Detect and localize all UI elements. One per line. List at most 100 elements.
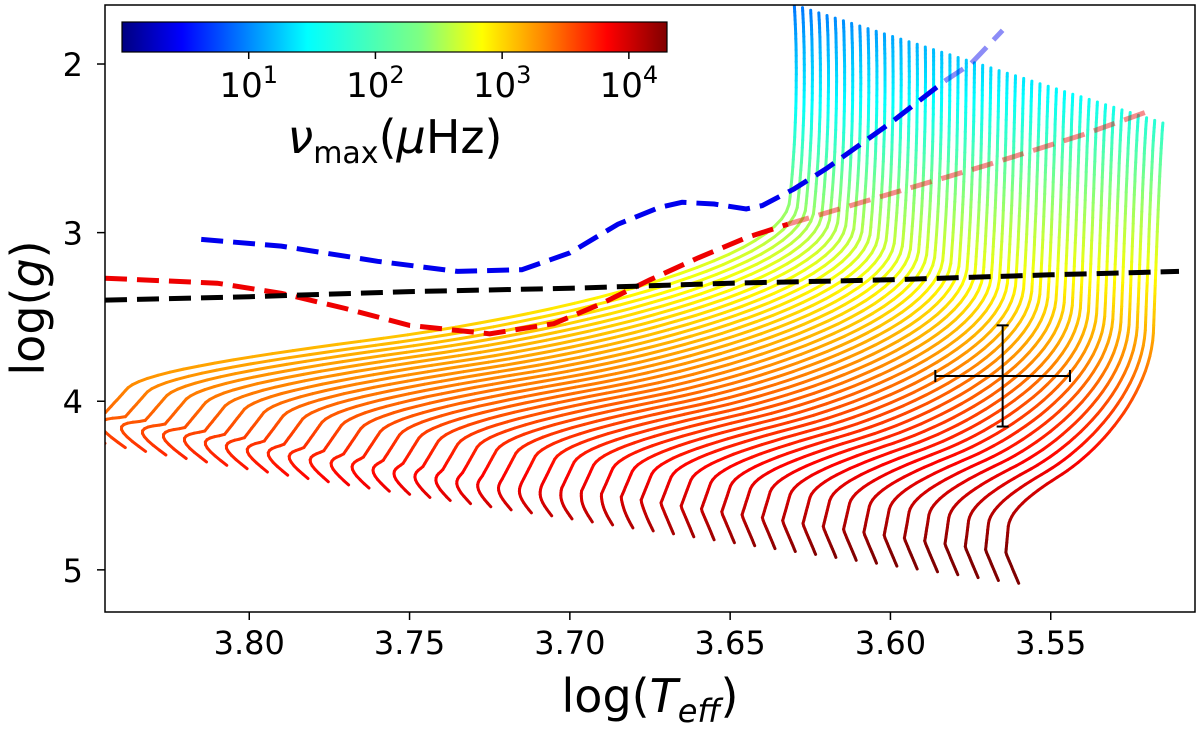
track-segment bbox=[711, 396, 731, 403]
track-segment bbox=[504, 426, 517, 433]
track-segment bbox=[407, 389, 426, 396]
track-segment bbox=[945, 347, 959, 358]
track-segment bbox=[576, 375, 599, 383]
track-segment bbox=[856, 361, 873, 371]
track-segment bbox=[458, 333, 485, 341]
track-segment bbox=[781, 310, 800, 320]
colorbar-title: νmax(μHz) bbox=[288, 110, 503, 171]
track-segment bbox=[955, 330, 967, 341]
track-segment bbox=[717, 421, 733, 428]
track-segment bbox=[705, 311, 727, 320]
track-segment bbox=[958, 387, 972, 397]
track-segment bbox=[652, 409, 670, 417]
track-segment bbox=[850, 340, 867, 350]
track-segment bbox=[401, 414, 414, 421]
track-segment bbox=[743, 415, 760, 422]
track-segment bbox=[1046, 375, 1056, 386]
track-segment bbox=[1024, 395, 1035, 405]
track-segment bbox=[595, 290, 621, 300]
track-segment bbox=[742, 387, 762, 395]
track-segment bbox=[1004, 354, 1015, 365]
track-segment bbox=[612, 419, 629, 426]
track-segment bbox=[664, 342, 687, 352]
track-segment bbox=[423, 373, 446, 380]
track-segment bbox=[799, 383, 818, 392]
track-segment bbox=[816, 370, 834, 379]
track-segment bbox=[574, 407, 592, 414]
track-segment bbox=[889, 396, 905, 405]
track-segment bbox=[638, 356, 661, 364]
track-segment bbox=[522, 356, 547, 364]
track-segment bbox=[825, 436, 840, 443]
track-segment bbox=[629, 301, 654, 310]
track-segment bbox=[926, 332, 940, 342]
track-segment bbox=[818, 331, 836, 341]
track-segment bbox=[731, 349, 752, 358]
track-segment bbox=[828, 419, 844, 427]
track-segment bbox=[952, 300, 963, 311]
track-segment bbox=[596, 303, 622, 312]
track-segment bbox=[527, 373, 550, 380]
y-tick-label: 4 bbox=[63, 383, 83, 421]
track-segment bbox=[809, 433, 824, 440]
track-segment bbox=[876, 384, 893, 394]
track-segment bbox=[811, 394, 829, 403]
track-segment bbox=[458, 414, 473, 421]
track-segment bbox=[892, 412, 907, 420]
track-segment bbox=[750, 443, 764, 450]
track-segment bbox=[844, 358, 862, 368]
track-segment bbox=[427, 344, 453, 351]
track-segment bbox=[270, 349, 295, 356]
track-segment bbox=[883, 287, 896, 298]
track-segment bbox=[773, 421, 790, 428]
track-segment bbox=[655, 416, 672, 423]
track-segment bbox=[960, 396, 974, 405]
track-segment bbox=[991, 332, 1002, 343]
track-segment bbox=[913, 367, 928, 377]
track-segment bbox=[678, 325, 701, 335]
track-segment bbox=[502, 312, 530, 320]
track-segment bbox=[1019, 410, 1031, 420]
track-segment bbox=[718, 374, 738, 382]
track-segment bbox=[964, 433, 977, 442]
track-segment bbox=[674, 313, 698, 323]
track-segment bbox=[658, 422, 675, 429]
track-segment bbox=[458, 373, 481, 380]
track-segment bbox=[964, 333, 977, 344]
track-segment bbox=[249, 359, 271, 366]
track-segment bbox=[889, 447, 902, 454]
track-segment bbox=[558, 379, 580, 386]
track-segment bbox=[451, 357, 476, 364]
track-segment bbox=[782, 288, 800, 298]
track-segment bbox=[624, 378, 646, 385]
track-segment bbox=[439, 411, 455, 418]
track-segment bbox=[536, 342, 562, 350]
track-segment bbox=[92, 413, 99, 414]
track-segment bbox=[846, 454, 859, 461]
track-segment bbox=[849, 309, 865, 319]
track-segment bbox=[1066, 381, 1076, 392]
track-segment bbox=[663, 310, 687, 320]
colorbar: 101 102 103 104 νmax(μHz) bbox=[121, 21, 668, 171]
track-segment bbox=[543, 376, 565, 383]
track-segment bbox=[614, 330, 638, 339]
track-segment bbox=[1046, 401, 1057, 411]
track-segment bbox=[804, 442, 818, 449]
track-segment bbox=[681, 403, 700, 410]
track-segment bbox=[666, 406, 685, 413]
track-segment bbox=[854, 370, 871, 380]
track-segment bbox=[755, 355, 776, 364]
track-segment bbox=[1018, 376, 1030, 387]
track-segment bbox=[745, 252, 763, 263]
track-segment bbox=[651, 359, 674, 367]
colorbar-gradient bbox=[121, 21, 668, 53]
track-segment bbox=[517, 413, 533, 421]
track-segment bbox=[280, 388, 296, 395]
track-segment bbox=[882, 297, 896, 308]
track-segment bbox=[357, 360, 381, 367]
track-segment bbox=[688, 422, 704, 429]
track-segment bbox=[924, 387, 939, 397]
track-segment bbox=[975, 356, 988, 366]
track-segment bbox=[1027, 404, 1039, 414]
track-segment bbox=[745, 380, 764, 388]
